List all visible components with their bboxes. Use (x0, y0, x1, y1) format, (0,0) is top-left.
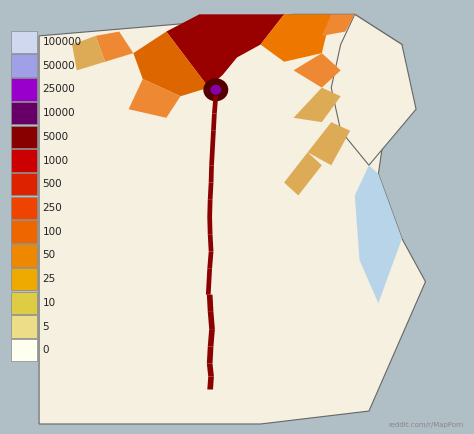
Bar (11, 244, 36, 266)
Polygon shape (207, 217, 212, 234)
Text: 50: 50 (42, 250, 55, 260)
Polygon shape (128, 79, 181, 118)
Polygon shape (207, 364, 214, 377)
Polygon shape (284, 152, 322, 195)
Polygon shape (96, 32, 133, 62)
Bar (11, 125, 36, 148)
Text: reddit.com/r/MapPorn: reddit.com/r/MapPorn (388, 422, 463, 428)
Text: 0: 0 (42, 345, 49, 355)
Polygon shape (207, 377, 214, 389)
Bar (11, 149, 36, 172)
Polygon shape (355, 109, 402, 303)
Polygon shape (206, 269, 212, 295)
Polygon shape (293, 88, 341, 122)
Polygon shape (207, 346, 213, 364)
Text: 25000: 25000 (42, 84, 75, 94)
Bar (11, 197, 36, 219)
Text: 1000: 1000 (42, 155, 69, 165)
Bar (11, 54, 36, 77)
Polygon shape (208, 312, 215, 329)
Text: 10000: 10000 (42, 108, 75, 118)
Bar (11, 268, 36, 290)
Bar (11, 173, 36, 195)
Polygon shape (207, 251, 213, 269)
Polygon shape (212, 96, 218, 114)
Polygon shape (209, 148, 215, 165)
Polygon shape (208, 183, 213, 200)
Bar (11, 316, 36, 338)
Polygon shape (207, 295, 213, 312)
Polygon shape (211, 114, 217, 131)
Polygon shape (209, 165, 214, 183)
Text: 25: 25 (42, 274, 55, 284)
Polygon shape (210, 131, 216, 148)
Polygon shape (72, 36, 105, 70)
Bar (11, 220, 36, 243)
Bar (11, 339, 36, 362)
Polygon shape (207, 200, 212, 217)
Polygon shape (322, 14, 355, 36)
Text: 5: 5 (42, 322, 49, 332)
Polygon shape (166, 14, 284, 88)
Bar (11, 78, 36, 101)
Circle shape (211, 85, 220, 94)
Polygon shape (133, 32, 209, 96)
Polygon shape (208, 234, 213, 251)
Bar (11, 292, 36, 314)
Bar (11, 31, 36, 53)
Text: 100000: 100000 (42, 37, 82, 47)
Polygon shape (293, 53, 341, 88)
Text: 5000: 5000 (42, 132, 69, 142)
Polygon shape (39, 14, 426, 424)
Text: 100: 100 (42, 227, 62, 237)
Polygon shape (308, 122, 350, 165)
Text: 50000: 50000 (42, 61, 75, 71)
Text: 500: 500 (42, 179, 62, 189)
Polygon shape (208, 329, 215, 346)
Text: 10: 10 (42, 298, 55, 308)
Text: 250: 250 (42, 203, 62, 213)
Polygon shape (261, 14, 331, 62)
Circle shape (204, 79, 228, 101)
Bar (11, 102, 36, 124)
Polygon shape (331, 14, 416, 165)
